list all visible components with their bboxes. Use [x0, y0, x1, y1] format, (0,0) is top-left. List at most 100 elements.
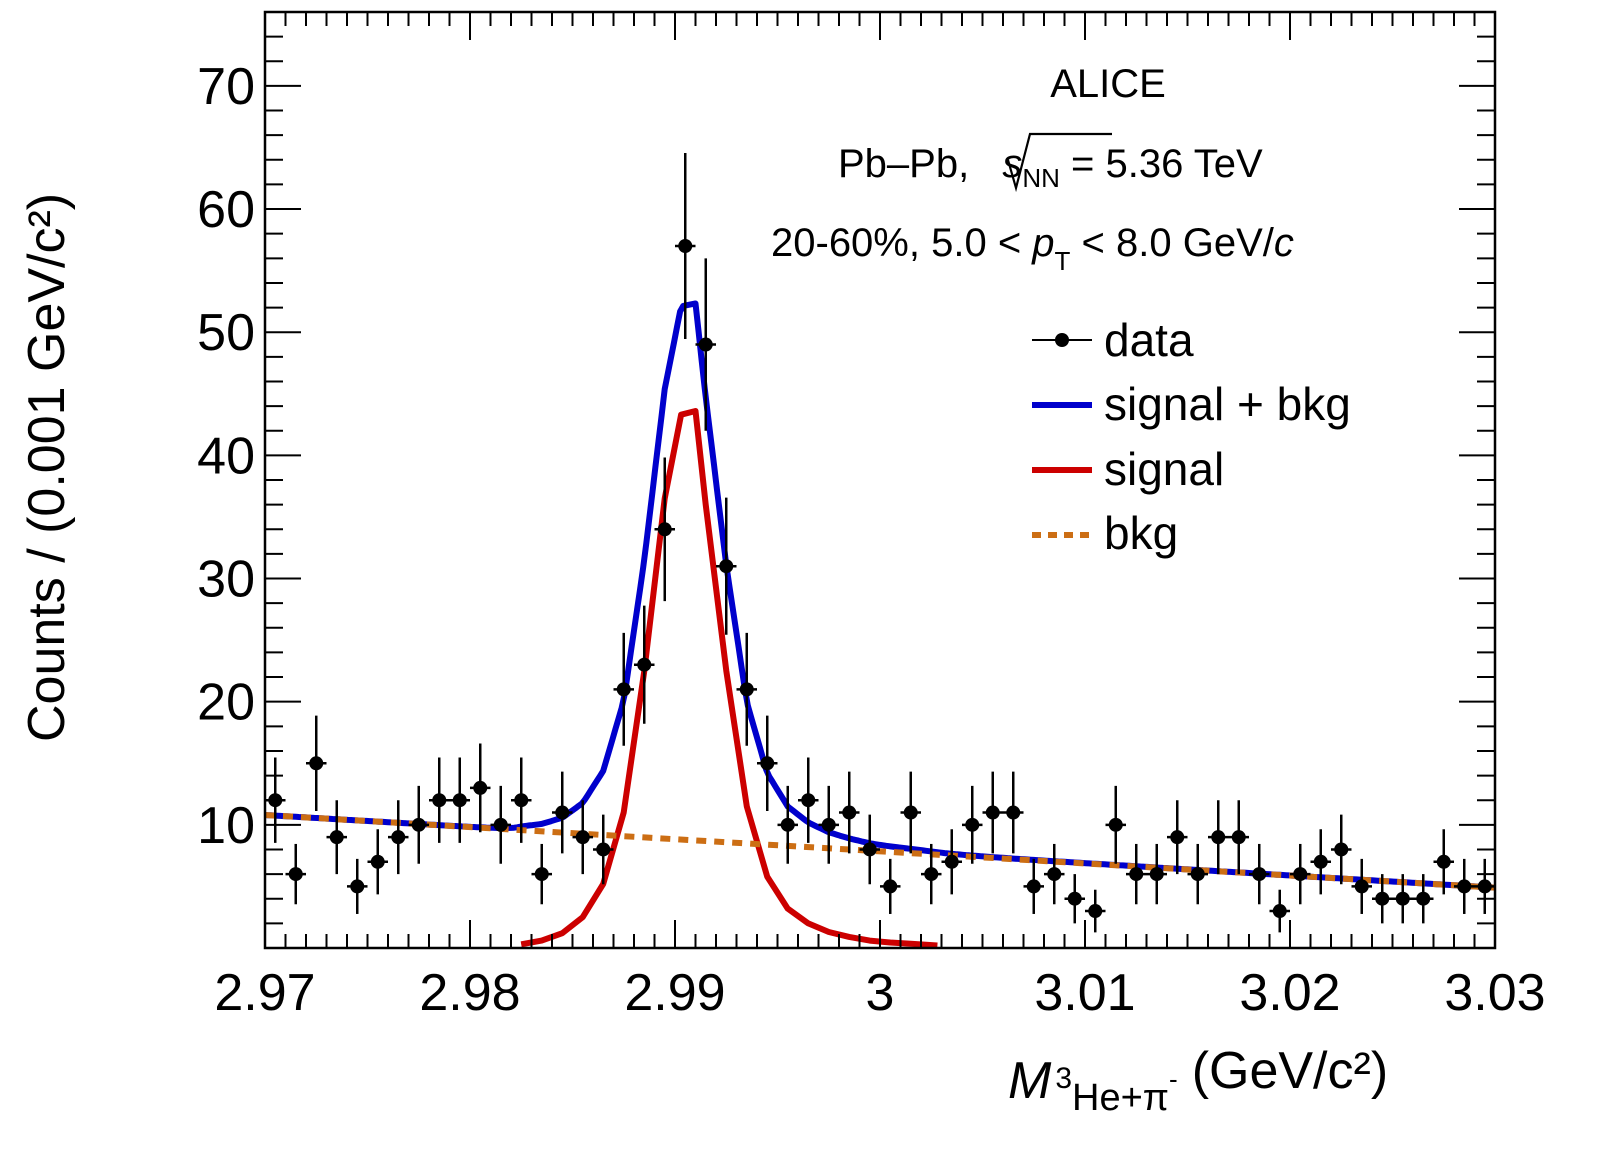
data-point: [593, 814, 614, 885]
cuts-prefix: 20-60%, 5.0 <: [771, 221, 1032, 265]
pt-sub: T: [1055, 246, 1071, 276]
data-point: [736, 632, 757, 746]
legend-label-bkg: bkg: [1104, 507, 1178, 559]
data-point: [613, 632, 634, 746]
data-marker: [391, 830, 406, 845]
data-point: [552, 771, 573, 854]
x-tick-label: 2.97: [214, 964, 315, 1022]
data-point: [982, 771, 1003, 854]
data-point: [1413, 874, 1434, 924]
data-marker: [1129, 867, 1144, 882]
data-marker: [1149, 867, 1164, 882]
data-marker: [616, 682, 631, 697]
data-points: [265, 153, 1495, 933]
y-tick-label: 70: [197, 58, 255, 116]
data-point: [962, 785, 983, 864]
legend-label-signal: signal: [1104, 443, 1224, 495]
data-marker: [309, 756, 324, 771]
data-point: [900, 771, 921, 854]
data-marker: [678, 239, 693, 253]
data-point: [511, 757, 532, 843]
y-axis-title: Counts / (0.001 GeV/c²): [18, 193, 76, 742]
data-point: [839, 771, 860, 854]
x-tick-label: 2.98: [419, 964, 520, 1022]
data-marker: [637, 657, 652, 672]
legend-item-signal: signal: [1032, 443, 1224, 495]
data-marker: [329, 830, 344, 845]
data-point: [757, 715, 778, 811]
data-point: [285, 843, 306, 905]
legend-item-bkg: bkg: [1032, 507, 1178, 559]
axis-ticks: [264, 11, 1496, 949]
data-marker: [780, 817, 795, 832]
data-marker: [1354, 879, 1369, 894]
y-tick-label: 20: [197, 674, 255, 732]
data-marker: [739, 682, 754, 697]
data-marker: [452, 793, 467, 808]
legend-marker-data: [1055, 333, 1069, 347]
cuts-unit: c: [1274, 221, 1294, 265]
sqrt-s-sub: NN: [1022, 163, 1060, 193]
data-marker: [493, 817, 508, 832]
data-point: [1474, 858, 1495, 914]
data-point: [326, 800, 347, 875]
data-point: [654, 457, 675, 602]
data-marker: [842, 805, 857, 820]
legend-item-signal-bkg: signal + bkg: [1032, 378, 1351, 430]
data-marker: [1108, 817, 1123, 832]
data-marker: [1170, 830, 1185, 845]
data-marker: [1313, 854, 1328, 869]
data-marker: [698, 337, 713, 352]
data-marker: [821, 817, 836, 832]
bkg-curve: [264, 811, 1496, 891]
data-point: [1044, 843, 1065, 905]
svg-text:20-60%, 5.0 < pT < 8.0 GeV/c: 20-60%, 5.0 < pT < 8.0 GeV/c: [771, 221, 1294, 276]
data-marker: [411, 817, 426, 832]
data-point: [818, 785, 839, 864]
pt-symbol: p: [1031, 221, 1054, 265]
data-marker: [1272, 904, 1287, 919]
data-marker: [944, 854, 959, 869]
y-tick-label: 60: [197, 181, 255, 239]
data-marker: [965, 817, 980, 832]
data-marker: [903, 805, 918, 820]
data-point: [1003, 771, 1024, 854]
data-point: [1290, 843, 1311, 905]
data-marker: [657, 522, 672, 537]
data-marker: [596, 842, 611, 857]
data-point: [1372, 874, 1393, 924]
data-marker: [534, 867, 549, 882]
data-marker: [760, 756, 775, 771]
data-marker: [801, 793, 816, 808]
data-point: [306, 715, 327, 811]
system-prefix: Pb–Pb,: [838, 142, 980, 186]
y-tick-label: 10: [197, 797, 255, 855]
data-marker: [985, 805, 1000, 820]
x-axis-title-sup: 3: [1055, 1062, 1072, 1095]
x-axis-title-sub-sup: -: [1169, 1064, 1178, 1094]
data-marker: [370, 854, 385, 869]
data-marker: [1436, 854, 1451, 869]
data-point: [1228, 800, 1249, 875]
data-marker: [1416, 891, 1431, 906]
y-tick-label: 40: [197, 427, 255, 485]
x-axis-title: M 3He+π- (GeV/c²): [1008, 1042, 1388, 1119]
data-point: [531, 843, 552, 905]
data-marker: [862, 842, 877, 857]
data-marker: [1088, 904, 1103, 919]
y-tick-label: 30: [197, 551, 255, 609]
data-point: [1433, 829, 1454, 895]
data-marker: [1334, 842, 1349, 857]
data-marker: [555, 805, 570, 820]
data-marker: [350, 879, 365, 894]
data-point: [367, 829, 388, 895]
data-point: [347, 858, 368, 914]
data-point: [572, 800, 593, 875]
data-point: [798, 757, 819, 843]
data-point: [388, 800, 409, 875]
data-point: [880, 858, 901, 914]
data-point: [921, 843, 942, 905]
x-axis-title-mass: M: [1008, 1052, 1052, 1110]
data-marker: [1293, 867, 1308, 882]
